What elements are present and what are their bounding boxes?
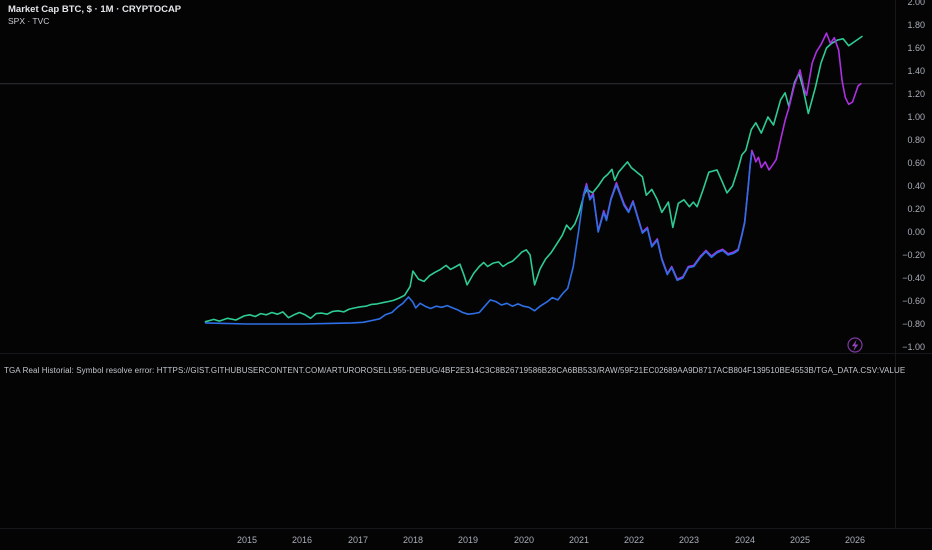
legend: Market Cap BTC, $ · 1M · CRYPTOCAP SPX ·… (8, 4, 181, 27)
price-axis-label: 1.80 (907, 20, 925, 30)
legend-item-spx[interactable]: SPX · TVC (8, 16, 50, 26)
flash-icon[interactable] (847, 337, 863, 353)
series-line-spx[interactable] (204, 35, 863, 323)
price-axis-label: −1.00 (902, 342, 925, 352)
series-line-market-cap-btc[interactable] (204, 151, 753, 325)
price-axis-label: 1.20 (907, 89, 925, 99)
time-axis-label: 2018 (402, 535, 424, 545)
price-axis-label: 0.80 (907, 135, 925, 145)
price-axis-label: −0.60 (902, 296, 925, 306)
time-axis-label: 2015 (236, 535, 258, 545)
time-axis-label: 2020 (513, 535, 535, 545)
price-axis-label: −0.20 (902, 250, 925, 260)
price-axis-label: 2.00 (907, 0, 925, 7)
time-axis[interactable]: 2015 2016 2017 2018 2019 2020 2021 2022 2023 2024… (0, 528, 932, 550)
pane-divider[interactable] (0, 353, 932, 354)
time-axis-label: 2023 (678, 535, 700, 545)
price-axis-label: 0.20 (907, 204, 925, 214)
time-axis-label: 2026 (844, 535, 866, 545)
price-axis-label: 0.00 (907, 227, 925, 237)
price-axis-label: 1.60 (907, 43, 925, 53)
price-axis-label: 0.40 (907, 181, 925, 191)
price-axis-divider (895, 0, 896, 528)
time-axis-label: 2016 (291, 535, 313, 545)
time-axis-label: 2017 (347, 535, 369, 545)
time-axis-label: 2024 (734, 535, 756, 545)
chart-canvas[interactable] (0, 0, 932, 528)
indicator-error-message: TGA Real Historial: Symbol resolve error… (4, 366, 906, 375)
legend-item-market-cap-btc[interactable]: Market Cap BTC, $ · 1M · CRYPTOCAP (8, 4, 182, 15)
price-axis-label: −0.80 (902, 319, 925, 329)
price-axis-label: −0.40 (902, 273, 925, 283)
time-axis-label: 2019 (457, 535, 479, 545)
time-axis-label: 2021 (568, 535, 590, 545)
price-axis-label: 0.60 (907, 158, 925, 168)
price-axis[interactable]: 2.00 1.80 1.60 1.40 1.20 1.00 0.80 0.60 0.40 0.20… (896, 0, 932, 528)
price-axis-label: 1.40 (907, 66, 925, 76)
time-axis-label: 2025 (789, 535, 811, 545)
time-axis-divider (0, 528, 932, 529)
indicator-error-row[interactable]: TGA Real Historial: Symbol resolve error… (4, 360, 905, 378)
price-axis-label: 1.00 (907, 112, 925, 122)
time-axis-label: 2022 (623, 535, 645, 545)
